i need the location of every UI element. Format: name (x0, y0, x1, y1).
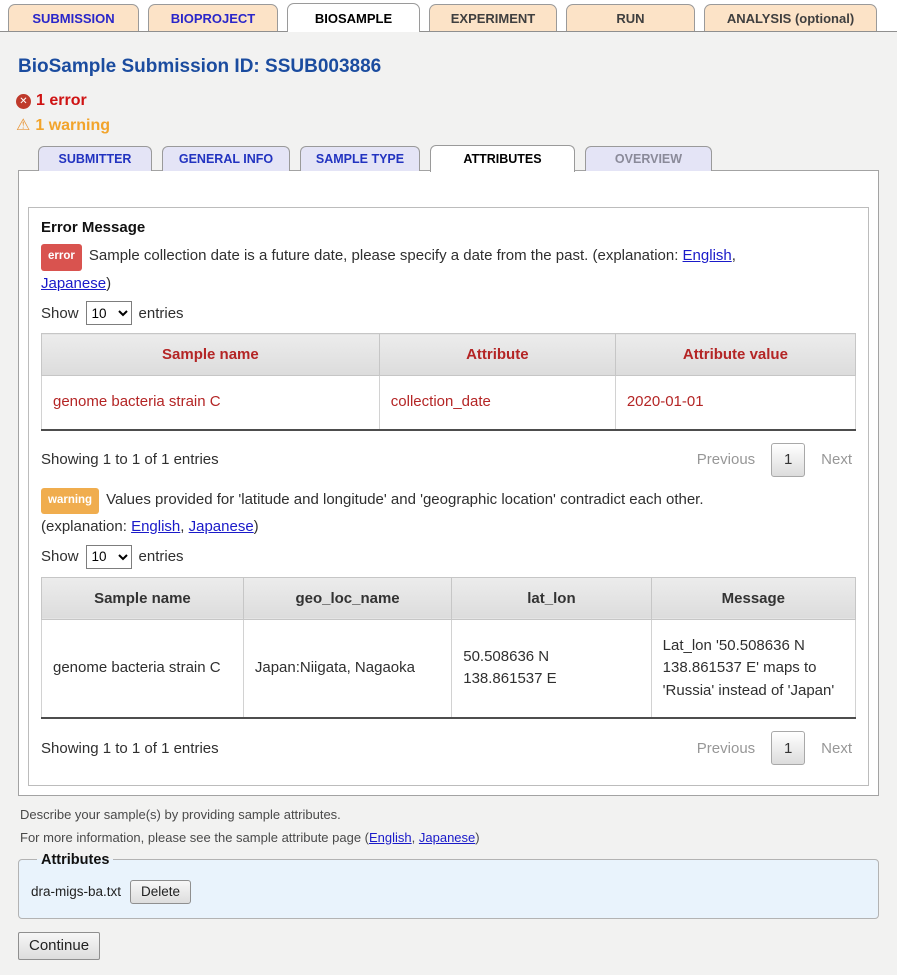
error-message-box: Error Message error Sample collection dat… (28, 207, 869, 787)
show-label: Show (41, 548, 79, 566)
continue-button[interactable]: Continue (18, 931, 101, 960)
show-entries-row-1: Show 10 entries (41, 301, 856, 326)
page-title: BioSample Submission ID: SSUB003886 (18, 56, 382, 77)
tab-run: RUN (566, 4, 695, 31)
warning-table: Sample name geo_loc_name lat_lon Message… (41, 576, 857, 720)
error-message-text: error Sample collection date is a future … (41, 243, 856, 296)
previous-button[interactable]: Previous (696, 739, 756, 757)
description-separator: , (411, 829, 419, 845)
error-explanation-comma: , (731, 247, 736, 264)
error-table-row: genome bacteria strain C collection_date… (41, 375, 857, 431)
error-explanation-english-link[interactable]: English (682, 247, 732, 264)
table1-showing-info: Showing 1 to 1 of 1 entries (41, 451, 219, 469)
description-line-2: For more information, please see the sam… (20, 829, 370, 845)
column-header-attribute-value: Attribute value (614, 333, 857, 377)
page-1-button[interactable]: 1 (771, 442, 806, 477)
cell-attribute-value: 2020-01-01 (614, 375, 857, 431)
attributes-fieldset: Attributes dra-migs-ba.txt Delete (18, 851, 879, 919)
error-count-line: 1 error (16, 92, 879, 110)
page-1-button[interactable]: 1 (771, 731, 806, 766)
column-header-lat-lon: lat_lon (451, 576, 652, 620)
cell-message: Lat_lon '50.508636 N 138.861537 E' maps … (650, 618, 857, 719)
tab-submission[interactable]: SUBMISSION (8, 4, 139, 31)
warning-explanation-open: (explanation: (41, 518, 132, 536)
uploaded-file-row: dra-migs-ba.txt Delete (31, 879, 866, 904)
show-entries-row-2: Show 10 entries (41, 544, 856, 569)
subtab-attributes[interactable]: ATTRIBUTES (430, 145, 575, 172)
error-table: Sample name Attribute Attribute value ge… (41, 333, 857, 431)
cell-sample-name: genome bacteria strain C (41, 618, 244, 719)
error-explanation-close: ) (106, 274, 112, 292)
attribute-page-english-link[interactable]: English (369, 829, 412, 845)
attributes-legend: Attributes (41, 851, 110, 868)
subtab-submitter[interactable]: SUBMITTER (38, 146, 152, 171)
attributes-panel: Error Message error Sample collection dat… (18, 170, 879, 797)
top-tab-bar: SUBMISSION BIOPROJECT BIOSAMPLE EXPERIME… (0, 0, 897, 32)
column-header-sample-name: Sample name (41, 333, 380, 377)
error-message-heading: Error Message (41, 219, 146, 236)
cell-sample-name: genome bacteria strain C (41, 375, 380, 431)
warning-count-label: 1 warning (35, 117, 111, 134)
warning-badge: warning (41, 487, 100, 515)
tab-biosample[interactable]: BIOSAMPLE (287, 3, 420, 32)
entries-label: entries (138, 304, 184, 322)
error-badge: error (41, 244, 82, 271)
table2-pager: Previous 1 Next (696, 731, 856, 766)
entries-select-1[interactable]: 10 (85, 301, 132, 326)
table1-info-row: Showing 1 to 1 of 1 entries Previous 1 N… (41, 442, 856, 477)
entries-label: entries (138, 548, 184, 566)
sub-tab-bar: SUBMITTER GENERAL INFO SAMPLE TYPE ATTRI… (18, 145, 879, 172)
warning-explanation-close: ) (253, 518, 259, 536)
column-header-message: Message (650, 576, 857, 620)
next-button[interactable]: Next (821, 739, 852, 757)
warning-explanation-comma: , (180, 518, 189, 536)
description-line-1: Describe your sample(s) by providing sam… (20, 807, 341, 823)
warning-table-header-row: Sample name geo_loc_name lat_lon Message (41, 576, 857, 620)
delete-button[interactable]: Delete (130, 879, 192, 904)
subtab-general-info[interactable]: GENERAL INFO (162, 146, 290, 171)
description-close: ) (475, 829, 480, 845)
error-table-header-row: Sample name Attribute Attribute value (41, 333, 857, 377)
warning-explanation-english-link[interactable]: English (131, 518, 181, 536)
warning-text: Values provided for 'latitude and longit… (106, 490, 704, 508)
next-button[interactable]: Next (821, 451, 852, 469)
warning-table-row: genome bacteria strain C Japan:Niigata, … (41, 618, 857, 719)
table2-showing-info: Showing 1 to 1 of 1 entries (41, 739, 219, 757)
error-explanation-open: (explanation: (592, 247, 683, 264)
tab-analysis: ANALYSIS (optional) (704, 4, 877, 31)
tab-experiment: EXPERIMENT (429, 4, 557, 31)
attribute-page-japanese-link[interactable]: Japanese (418, 829, 476, 845)
tab-bioproject[interactable]: BIOPROJECT (148, 4, 278, 31)
entries-select-2[interactable]: 10 (85, 544, 132, 569)
error-text: Sample collection date is a future date,… (88, 247, 593, 264)
warning-count-line: 1 warning (16, 117, 879, 135)
column-header-attribute: Attribute (378, 333, 616, 377)
error-count-label: 1 error (36, 92, 87, 109)
warning-icon (16, 118, 30, 134)
uploaded-filename: dra-migs-ba.txt (31, 884, 122, 900)
error-explanation-japanese-link[interactable]: Japanese (41, 274, 107, 292)
subtab-sample-type[interactable]: SAMPLE TYPE (300, 146, 420, 171)
cell-attribute: collection_date (378, 375, 616, 431)
error-icon (16, 93, 31, 109)
cell-lat-lon: 50.508636 N 138.861537 E (451, 618, 652, 719)
warning-explanation-japanese-link[interactable]: Japanese (188, 518, 254, 536)
warning-message-text: warning Values provided for 'latitude and… (41, 487, 856, 540)
table1-pager: Previous 1 Next (696, 442, 856, 477)
attributes-description: Describe your sample(s) by providing sam… (20, 804, 879, 850)
subtab-overview: OVERVIEW (585, 146, 712, 171)
column-header-sample-name: Sample name (41, 576, 244, 620)
table2-info-row: Showing 1 to 1 of 1 entries Previous 1 N… (41, 731, 856, 766)
previous-button[interactable]: Previous (696, 451, 756, 469)
page-body: BioSample Submission ID: SSUB003886 1 er… (0, 56, 897, 960)
cell-geo-loc-name: Japan:Niigata, Nagaoka (242, 618, 453, 719)
show-label: Show (41, 304, 79, 322)
column-header-geo-loc-name: geo_loc_name (242, 576, 453, 620)
